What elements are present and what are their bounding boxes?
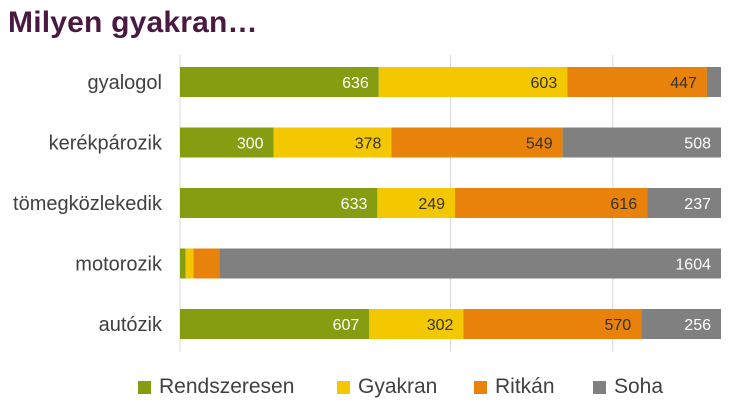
bar-kerekparozik-gyakran <box>273 127 392 158</box>
data-label-tomegkozlekedik-soha: 237 <box>684 196 711 213</box>
bar-motorozik-soha <box>219 248 721 279</box>
category-label-tomegkozlekedik: tömegközlekedik <box>13 193 163 215</box>
bar-autozik-soha <box>641 309 721 339</box>
data-label-kerekparozik-gyakran: 378 <box>355 136 382 153</box>
chart-title: Milyen gyakran… <box>8 6 258 39</box>
data-label-autozik-gyakran: 302 <box>427 317 454 334</box>
data-label-motorozik-soha: 1604 <box>675 257 711 274</box>
data-label-kerekparozik-soha: 508 <box>684 136 711 153</box>
legend-label-rendszeresen: Rendszeresen <box>159 375 294 398</box>
bar-gyalogol-ritkan <box>567 67 707 97</box>
data-label-gyalogol-rendszeresen: 636 <box>342 75 369 92</box>
bar-tomegkozlekedik-soha <box>647 188 721 218</box>
bar-gyalogol-soha <box>706 67 721 97</box>
category-label-autozik: autózik <box>99 314 163 336</box>
legend-label-ritkan: Ritkán <box>495 375 555 398</box>
legend-swatch-rendszeresen <box>138 381 151 394</box>
bar-tomegkozlekedik-rendszeresen <box>180 188 378 218</box>
bar-gyalogol-gyakran <box>378 67 568 97</box>
bar-motorozik-rendszeresen <box>180 248 186 279</box>
bar-autozik-gyakran <box>369 309 464 339</box>
bar-autozik-rendszeresen <box>180 309 370 339</box>
bar-kerekparozik-rendszeresen <box>180 127 274 158</box>
legend-swatch-gyakran <box>337 381 350 394</box>
data-label-autozik-soha: 256 <box>684 317 711 334</box>
legend-swatch-ritkan <box>474 381 487 394</box>
legend-label-gyakran: Gyakran <box>358 375 437 398</box>
bar-autozik-ritkan <box>463 309 642 339</box>
bar-kerekparozik-soha <box>562 127 721 158</box>
bar-tomegkozlekedik-gyakran <box>377 188 456 218</box>
data-label-gyalogol-gyakran: 603 <box>531 75 558 92</box>
bar-gyalogol-rendszeresen <box>180 67 379 97</box>
category-label-gyalogol: gyalogol <box>87 72 162 94</box>
data-label-autozik-ritkan: 570 <box>604 317 631 334</box>
bar-tomegkozlekedik-ritkan <box>455 188 648 218</box>
data-label-kerekparozik-ritkan: 549 <box>526 136 553 153</box>
category-label-motorozik: motorozik <box>75 254 163 276</box>
legend-label-soha: Soha <box>614 375 663 398</box>
bar-motorozik-gyakran <box>185 248 194 279</box>
bar-kerekparozik-ritkan <box>391 127 563 158</box>
data-label-kerekparozik-rendszeresen: 300 <box>237 136 264 153</box>
bar-motorozik-ritkan <box>193 248 220 279</box>
data-label-tomegkozlekedik-ritkan: 616 <box>610 196 637 213</box>
data-label-tomegkozlekedik-gyakran: 249 <box>418 196 445 213</box>
data-label-autozik-rendszeresen: 607 <box>333 317 360 334</box>
category-label-kerekparozik: kerékpározik <box>49 133 163 155</box>
data-label-tomegkozlekedik-rendszeresen: 633 <box>341 196 368 213</box>
data-label-gyalogol-ritkan: 447 <box>670 75 697 92</box>
legend-swatch-soha <box>593 381 606 394</box>
